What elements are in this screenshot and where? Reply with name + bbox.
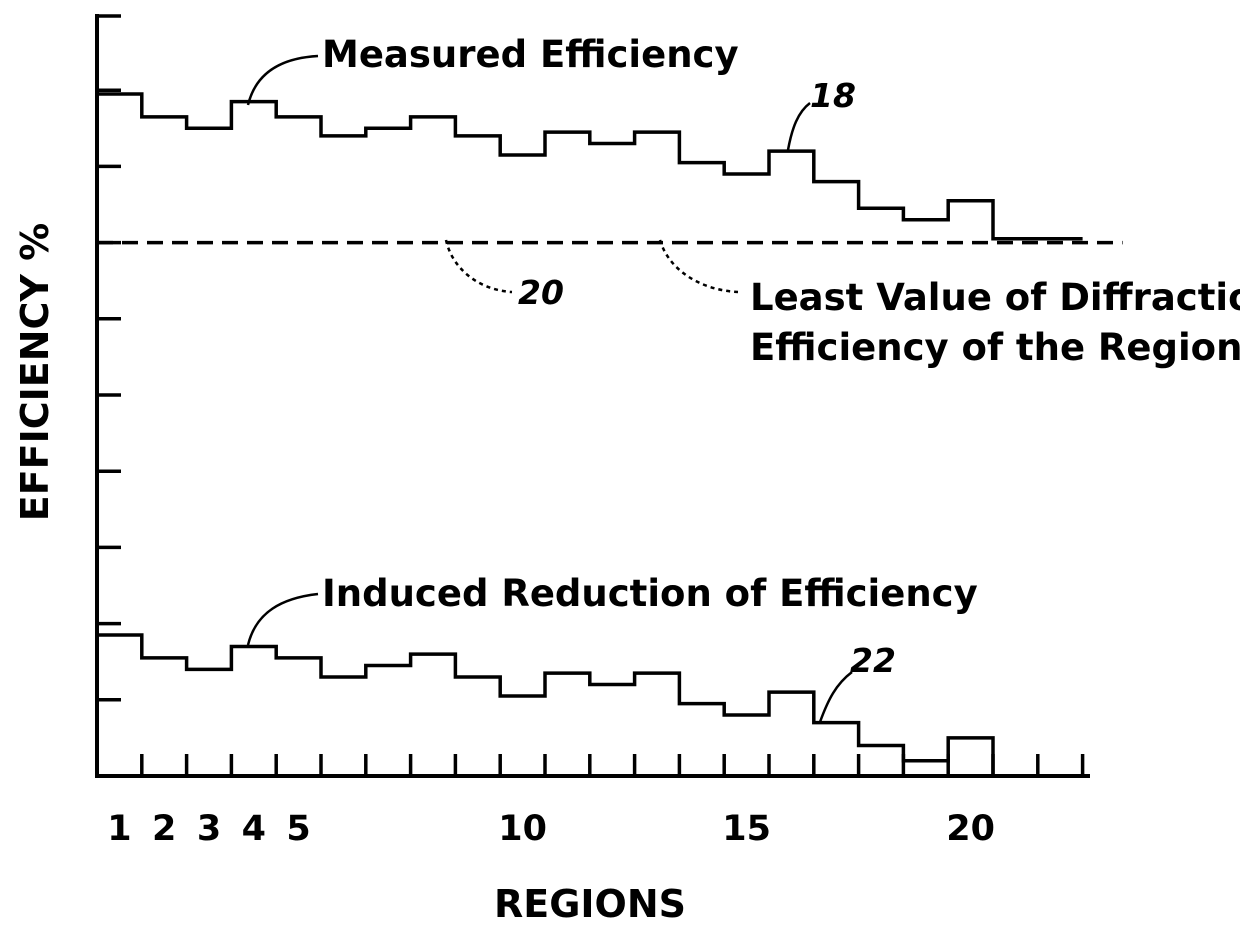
reference-label-line-1: Least Value of Diffraction xyxy=(750,276,1240,319)
induced-reduction-leader xyxy=(248,594,318,645)
ref-20-leader xyxy=(446,240,512,292)
measured-efficiency-leader xyxy=(248,56,318,105)
x-ticks xyxy=(142,754,1083,776)
least-value-leader xyxy=(660,240,738,292)
x-tick-label: 3 xyxy=(197,809,221,849)
series-label-measured: Measured Efficiency xyxy=(322,33,739,76)
series-label-induced: Induced Reduction of Efficiency xyxy=(322,572,978,615)
x-axis-title: REGIONS xyxy=(494,882,686,926)
x-tick-label: 2 xyxy=(152,809,176,849)
x-tick-labels: 12345 10 15 20 xyxy=(107,809,995,849)
x-tick-label: 4 xyxy=(242,809,266,849)
x-tick-label: 15 xyxy=(722,809,771,849)
y-ticks xyxy=(97,16,121,700)
x-tick-label: 5 xyxy=(286,809,310,849)
x-tick-label: 20 xyxy=(946,809,995,849)
x-tick-label: 1 xyxy=(107,809,131,849)
ref-18-leader xyxy=(788,103,810,150)
reference-label-line-2: Efficiency of the Regions xyxy=(750,326,1240,369)
y-axis-title: EFFICIENCY % xyxy=(13,223,57,522)
series-ref-18: 18 xyxy=(810,76,856,115)
reference-ref-20: 20 xyxy=(518,273,564,312)
measured-efficiency-line xyxy=(97,94,1083,239)
x-tick-label: 10 xyxy=(498,809,547,849)
series-ref-22: 22 xyxy=(850,641,896,680)
ref-22-leader xyxy=(820,672,852,722)
